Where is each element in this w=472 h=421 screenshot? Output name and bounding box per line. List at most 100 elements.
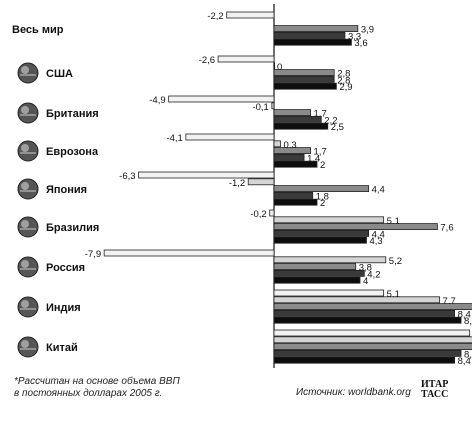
footnote-line-2: в постоянных долларах 2005 г. xyxy=(14,388,163,399)
bar xyxy=(273,122,329,130)
flag-highlight xyxy=(21,66,29,74)
data-label: 8,4 xyxy=(458,309,471,320)
bar xyxy=(217,55,275,63)
footnote: *Рассчитан на основе объема ВВП в постоя… xyxy=(14,376,180,400)
bar xyxy=(273,343,472,351)
data-label: 0 xyxy=(277,62,282,73)
data-label: 3,8 xyxy=(359,263,372,274)
bar xyxy=(273,269,365,277)
data-label: 5,1 xyxy=(387,289,400,300)
category-label: Весь мир xyxy=(12,24,64,36)
bar xyxy=(273,229,369,237)
itar-tass-logo: ИТАР ТАСС xyxy=(421,380,448,400)
flag-circle xyxy=(17,178,39,200)
bar xyxy=(247,178,275,186)
bar xyxy=(273,140,281,148)
data-label: 2 xyxy=(320,160,325,171)
data-label: -2,2 xyxy=(207,11,223,22)
flag-circle xyxy=(17,140,39,162)
category-group: Китай9,19,8108,78,4 xyxy=(17,329,472,367)
bar xyxy=(273,289,385,297)
category-label: США xyxy=(46,68,73,80)
usa-flag-icon xyxy=(17,62,39,84)
bar xyxy=(273,76,335,83)
category-label: Индия xyxy=(46,302,81,314)
bar xyxy=(273,62,276,70)
data-label: 5,2 xyxy=(389,256,402,267)
source-note: Источник: worldbank.org xyxy=(296,387,411,398)
category-group: Еврозона -4,1 0,3 1,71,42 xyxy=(17,133,327,171)
data-label: 8,4 xyxy=(458,356,471,367)
category-group: Россия-7,9 5,2 3,84,24 xyxy=(17,249,402,287)
brazil-flag-icon xyxy=(17,216,39,238)
data-label: 0,3 xyxy=(283,140,296,151)
bar xyxy=(273,147,311,155)
britain-flag-icon xyxy=(17,102,39,124)
data-label: 1,4 xyxy=(307,153,320,164)
bar xyxy=(273,349,462,357)
flag-highlight xyxy=(21,106,29,114)
flag-circle xyxy=(17,256,39,278)
bar xyxy=(269,209,275,217)
bar xyxy=(273,303,472,311)
bar xyxy=(273,82,337,90)
bar xyxy=(273,263,357,271)
flag-highlight xyxy=(21,300,29,308)
category-group: Япония -6,3 -1,2 4,4 1,82 xyxy=(17,171,385,209)
data-label: 2,5 xyxy=(331,122,344,133)
bar xyxy=(271,102,275,110)
data-label: 7,7 xyxy=(443,296,456,307)
flag-circle xyxy=(17,336,39,358)
bar xyxy=(273,276,361,284)
eurozone-flag-icon xyxy=(17,140,39,162)
bar xyxy=(273,316,462,324)
logo-line-1: ИТАР xyxy=(421,379,449,390)
bar xyxy=(273,32,346,39)
flag-circle xyxy=(17,216,39,238)
data-label: -2,6 xyxy=(199,55,215,66)
data-label: 2,8 xyxy=(337,69,350,80)
category-group: Бразилия -0,2 5,1 7,6 4,44,3 xyxy=(17,209,454,247)
data-label: -1,2 xyxy=(229,178,245,189)
category-label: Еврозона xyxy=(46,146,99,158)
data-label: 2 xyxy=(320,198,325,209)
flag-circle xyxy=(17,296,39,318)
bar xyxy=(273,69,335,76)
bar xyxy=(273,336,472,344)
category-group: Британия -4,9 -0,1 1,72,22,5 xyxy=(17,95,344,133)
category-label: Япония xyxy=(46,184,87,196)
category-label: Британия xyxy=(46,108,99,120)
category-group: США-2,602,82,82,9 xyxy=(17,55,353,93)
data-label: 8,7 xyxy=(464,316,472,327)
data-label: 4,3 xyxy=(369,236,382,247)
bar xyxy=(273,160,318,168)
data-label: -4,1 xyxy=(166,133,182,144)
category-group: Весь мир -2,2 3,93,33,6 xyxy=(12,11,374,49)
data-label: 4,4 xyxy=(372,185,385,196)
flag-circle xyxy=(17,62,39,84)
footnote-line-1: *Рассчитан на основе объема ВВП xyxy=(14,376,180,387)
category-label: Бразилия xyxy=(46,222,99,234)
data-label: -4,9 xyxy=(149,95,165,106)
data-label: 2,2 xyxy=(324,115,337,126)
bar xyxy=(273,25,359,33)
bar xyxy=(138,171,275,179)
bar xyxy=(273,309,456,317)
flag-highlight xyxy=(21,340,29,348)
bar xyxy=(273,223,438,231)
data-label: 5,1 xyxy=(387,216,400,227)
bar xyxy=(168,95,275,103)
data-label: 4,2 xyxy=(367,269,380,280)
bar xyxy=(273,198,318,206)
category-label: Россия xyxy=(46,262,85,274)
flag-highlight xyxy=(21,182,29,190)
bar xyxy=(273,191,314,199)
bar xyxy=(273,256,387,264)
data-label: 1,7 xyxy=(314,147,327,158)
bar xyxy=(103,249,275,257)
india-flag-icon xyxy=(17,296,39,318)
data-label: 4 xyxy=(363,276,368,287)
data-label: 2,8 xyxy=(337,75,350,86)
russia-flag-icon xyxy=(17,256,39,278)
